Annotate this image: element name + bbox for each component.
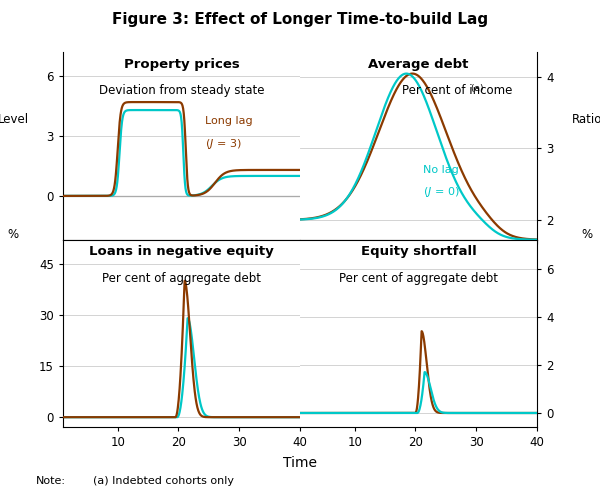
Text: Deviation from steady state: Deviation from steady state xyxy=(99,84,264,97)
Text: Time: Time xyxy=(283,456,317,470)
Text: Ratio: Ratio xyxy=(572,113,600,126)
Text: Per cent of aggregate debt: Per cent of aggregate debt xyxy=(102,272,261,285)
Text: (a): (a) xyxy=(402,84,484,93)
Text: Long lag: Long lag xyxy=(205,116,253,126)
Text: Note:: Note: xyxy=(36,476,66,486)
Text: ($J$ = 3): ($J$ = 3) xyxy=(205,137,242,151)
Text: (a) Indebted cohorts only: (a) Indebted cohorts only xyxy=(93,476,234,486)
Text: No lag: No lag xyxy=(423,165,459,175)
Text: Average debt: Average debt xyxy=(368,58,469,71)
Text: Per cent of aggregate debt: Per cent of aggregate debt xyxy=(339,272,498,285)
Text: Loans in negative equity: Loans in negative equity xyxy=(89,246,274,258)
Text: Equity shortfall: Equity shortfall xyxy=(361,246,476,258)
Text: ($J$ = 0): ($J$ = 0) xyxy=(423,185,460,199)
Text: %: % xyxy=(8,228,19,241)
Text: Property prices: Property prices xyxy=(124,58,239,71)
Text: Level: Level xyxy=(0,113,29,126)
Text: Per cent of income: Per cent of income xyxy=(402,84,512,97)
Text: Figure 3: Effect of Longer Time-to-build Lag: Figure 3: Effect of Longer Time-to-build… xyxy=(112,12,488,27)
Text: %: % xyxy=(581,228,592,241)
